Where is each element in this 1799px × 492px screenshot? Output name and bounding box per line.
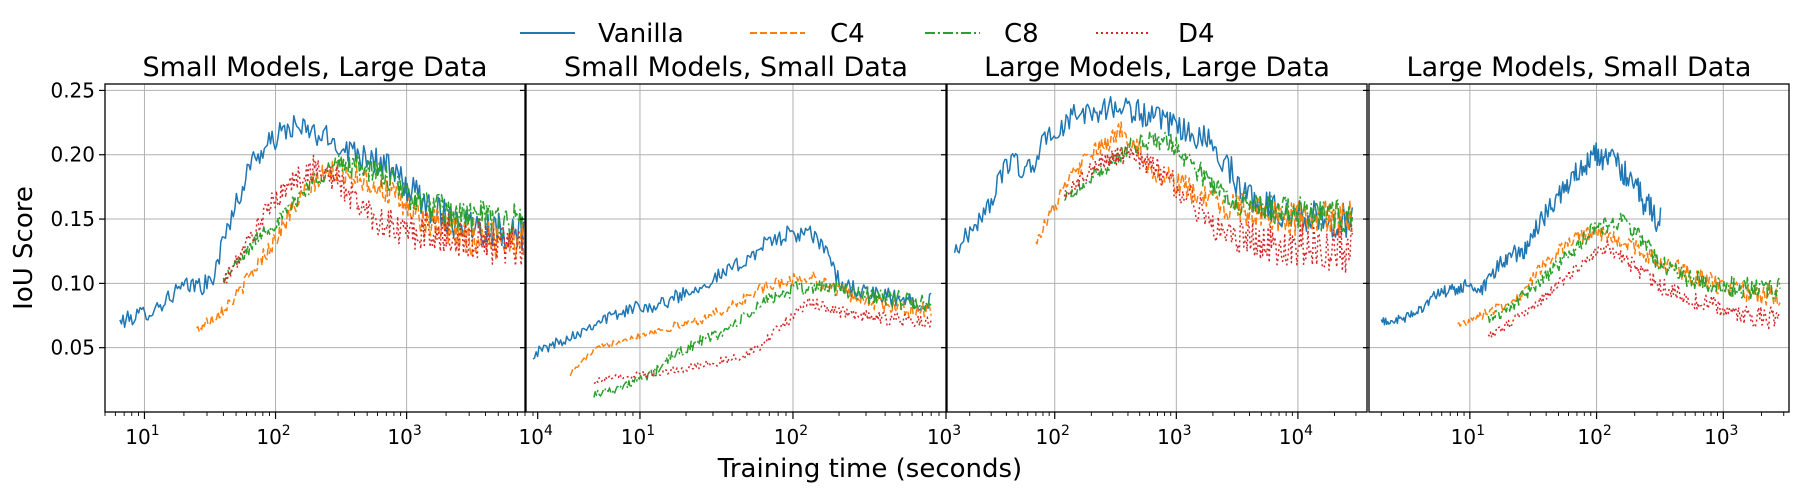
legend-label-c4: C4 bbox=[830, 19, 865, 49]
panel-1-grid bbox=[526, 84, 946, 412]
panel-0-xtick-exponent-1: 2 bbox=[282, 423, 291, 439]
panel-3-frame bbox=[1368, 83, 1790, 413]
panel-3: Large Models, Small Data 101 102 103 bbox=[1363, 52, 1790, 449]
panel-1-series-vanilla bbox=[532, 225, 932, 360]
panel-1-xtick-exponent-2: 3 bbox=[952, 423, 961, 439]
panel-2-series-c8 bbox=[1063, 131, 1354, 233]
panel-1-lines bbox=[532, 225, 932, 398]
legend-label-c8: C8 bbox=[1004, 19, 1039, 49]
legend-item-c4: C4 bbox=[750, 19, 865, 49]
panel-3-xtick-label-2: 103 bbox=[1704, 423, 1738, 449]
panel-3-grid bbox=[1369, 84, 1789, 412]
panel-1-xtick-label-0: 101 bbox=[621, 423, 655, 449]
panel-2-xtick-exponent-0: 2 bbox=[1061, 423, 1070, 439]
panel-2-title: Large Models, Large Data bbox=[984, 52, 1330, 83]
panel-2-ticks: 102 103 104 bbox=[941, 89, 1357, 449]
panel-2-xtick-exponent-2: 4 bbox=[1304, 423, 1313, 439]
panel-0-xtick-label-0: 101 bbox=[125, 423, 159, 449]
panel-2-lines bbox=[953, 95, 1354, 274]
panel-1-xtick-label-2: 103 bbox=[927, 423, 961, 449]
panel-3-lines bbox=[1380, 142, 1781, 339]
panel-1: Small Models, Small Data 101 102 103 bbox=[520, 52, 961, 449]
panel-1-xtick-exponent-1: 2 bbox=[799, 423, 808, 439]
panel-1-series-c8 bbox=[593, 279, 932, 398]
legend-item-vanilla: Vanilla bbox=[520, 19, 684, 49]
panel-1-ticks: 101 102 103 bbox=[520, 89, 961, 449]
panel-0-series-d4 bbox=[222, 154, 525, 284]
legend: Vanilla C4 C8 D4 bbox=[520, 19, 1215, 49]
legend-label-vanilla: Vanilla bbox=[598, 19, 684, 49]
legend-label-d4: D4 bbox=[1178, 19, 1215, 49]
panel-1-title: Small Models, Small Data bbox=[564, 52, 908, 83]
panel-3-series-c8 bbox=[1487, 212, 1781, 324]
panel-1-xtick-exponent-0: 1 bbox=[646, 423, 655, 439]
panel-0-ytick-label-1: 0.10 bbox=[50, 271, 95, 295]
panel-0: Small Models, Large Data 0.05 0.10 0.15 0.2… bbox=[50, 52, 552, 449]
panel-3-xtick-label-0: 101 bbox=[1451, 423, 1485, 449]
panel-1-series-d4 bbox=[593, 296, 932, 385]
panel-0-lines bbox=[119, 114, 525, 332]
panel-1-frame bbox=[525, 83, 947, 413]
panel-2-xtick-label-0: 102 bbox=[1036, 423, 1070, 449]
y-axis-label: IoU Score bbox=[9, 186, 39, 310]
panel-0-ytick-label-2: 0.15 bbox=[50, 207, 95, 231]
panel-0-xtick-exponent-3: 4 bbox=[544, 423, 553, 439]
panel-3-title: Large Models, Small Data bbox=[1407, 52, 1752, 83]
panel-0-ytick-label-3: 0.20 bbox=[50, 143, 95, 167]
panel-1-series-c4 bbox=[569, 270, 932, 377]
panel-2-frame bbox=[946, 83, 1368, 413]
panel-3-ticks: 101 102 103 bbox=[1363, 89, 1785, 449]
panel-0-series-c4 bbox=[196, 157, 525, 332]
panel-0-xtick-exponent-0: 1 bbox=[151, 423, 160, 439]
panel-0-xtick-label-2: 103 bbox=[387, 423, 421, 449]
panel-0-xtick-label-3: 104 bbox=[519, 423, 553, 449]
panel-2-xtick-exponent-1: 3 bbox=[1183, 423, 1192, 439]
panel-3-xtick-exponent-1: 2 bbox=[1603, 423, 1612, 439]
panel-2: Large Models, Large Data 102 103 104 bbox=[941, 52, 1368, 449]
panel-3-xtick-exponent-2: 3 bbox=[1730, 423, 1739, 439]
x-axis-label: Training time (seconds) bbox=[717, 454, 1022, 484]
legend-item-d4: D4 bbox=[1096, 19, 1215, 49]
panel-3-xtick-label-1: 102 bbox=[1577, 423, 1611, 449]
legend-item-c8: C8 bbox=[925, 19, 1039, 49]
panel-2-grid bbox=[947, 84, 1367, 412]
panel-0-xtick-label-1: 102 bbox=[256, 423, 290, 449]
panel-2-xtick-label-2: 104 bbox=[1279, 423, 1313, 449]
panel-2-xtick-label-1: 103 bbox=[1157, 423, 1191, 449]
panel-3-series-vanilla bbox=[1380, 142, 1662, 326]
panel-0-ytick-label-0: 0.05 bbox=[50, 336, 95, 360]
panel-2-series-d4 bbox=[1063, 145, 1354, 274]
panel-0-ytick-label-4: 0.25 bbox=[50, 78, 95, 102]
panel-0-series-vanilla bbox=[119, 114, 525, 329]
panel-1-xtick-label-1: 102 bbox=[774, 423, 808, 449]
panel-3-series-d4 bbox=[1487, 240, 1781, 339]
panel-0-title: Small Models, Large Data bbox=[143, 52, 488, 83]
panel-3-xtick-exponent-0: 1 bbox=[1476, 423, 1485, 439]
panel-0-xtick-exponent-2: 3 bbox=[413, 423, 422, 439]
panel-2-series-c4 bbox=[1035, 121, 1354, 245]
panel-0-series-c8 bbox=[222, 152, 525, 284]
